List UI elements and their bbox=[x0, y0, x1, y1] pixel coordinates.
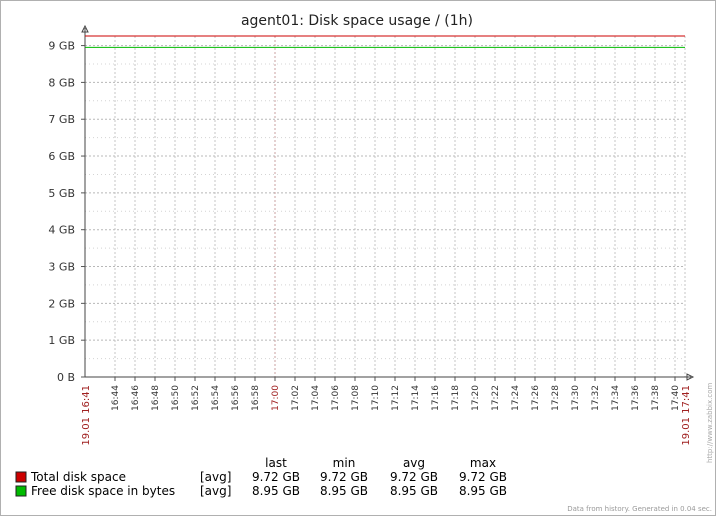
x-axis-arrow bbox=[686, 373, 695, 381]
y-tick-label: 1 GB bbox=[48, 334, 75, 347]
x-axis-ticks: 16:44 16:46 16:48 16:50 16:52 16:54 16:56 16:58… bbox=[81, 377, 692, 446]
legend-func: [avg] bbox=[200, 484, 231, 498]
x-tick-label: 16:46 bbox=[131, 385, 141, 411]
x-tick-label: 17:16 bbox=[431, 385, 441, 411]
x-tick-label: 17:20 bbox=[471, 385, 481, 411]
x-tick-label: 17:18 bbox=[451, 385, 461, 411]
x-tick-label: 16:54 bbox=[211, 385, 221, 411]
grid bbox=[85, 36, 686, 377]
x-tick-label: 16:50 bbox=[171, 385, 181, 411]
legend-value-last: 9.72 GB bbox=[252, 470, 300, 484]
x-tick-label: 17:38 bbox=[651, 385, 661, 411]
legend-swatch bbox=[15, 471, 27, 483]
legend-value-avg: 8.95 GB bbox=[390, 484, 438, 498]
legend-swatch bbox=[15, 485, 27, 497]
legend: last min avg max Total disk space [avg] 9.72 G… bbox=[15, 456, 507, 498]
x-tick-label: 17:12 bbox=[391, 385, 401, 411]
x-tick-label: 17:02 bbox=[291, 385, 301, 411]
legend-header-min: min bbox=[333, 456, 356, 470]
legend-header-avg: avg bbox=[403, 456, 425, 470]
x-tick-label: 16:56 bbox=[231, 385, 241, 411]
y-tick-label: 2 GB bbox=[48, 297, 75, 310]
x-start-label: 19.01 16:41 bbox=[81, 385, 92, 446]
x-tick-label: 17:40 bbox=[671, 385, 681, 411]
legend-value-min: 9.72 GB bbox=[320, 470, 368, 484]
x-tick-label: 17:26 bbox=[531, 385, 541, 411]
x-tick-label: 17:04 bbox=[311, 385, 321, 411]
side-note: http://www.zabbix.com bbox=[706, 383, 714, 463]
y-tick-label: 5 GB bbox=[48, 187, 75, 200]
x-tick-label: 17:08 bbox=[351, 385, 361, 411]
x-tick-label: 17:32 bbox=[591, 385, 601, 411]
y-tick-label: 8 GB bbox=[48, 76, 75, 89]
y-axis-ticks: 0 B 1 GB 2 GB 3 GB 4 GB 5 GB 6 GB 7 GB 8 GB 9 GB bbox=[48, 40, 85, 384]
x-tick-label: 17:30 bbox=[571, 385, 581, 411]
x-tick-label: 16:48 bbox=[151, 385, 161, 411]
x-tick-label: 17:36 bbox=[631, 385, 641, 411]
x-tick-label: 16:58 bbox=[251, 385, 261, 411]
legend-func: [avg] bbox=[200, 470, 231, 484]
legend-value-avg: 9.72 GB bbox=[390, 470, 438, 484]
y-tick-label: 4 GB bbox=[48, 224, 75, 237]
legend-series-name: Free disk space in bytes bbox=[31, 484, 175, 498]
y-axis-arrow bbox=[81, 24, 89, 33]
series bbox=[85, 35, 685, 48]
x-tick-label: 16:52 bbox=[191, 385, 201, 411]
y-tick-label: 6 GB bbox=[48, 150, 75, 163]
x-tick-label: 17:22 bbox=[491, 385, 501, 411]
legend-value-max: 8.95 GB bbox=[459, 484, 507, 498]
legend-value-last: 8.95 GB bbox=[252, 484, 300, 498]
legend-header-max: max bbox=[470, 456, 496, 470]
x-tick-label: 17:14 bbox=[411, 385, 421, 411]
x-tick-label: 17:28 bbox=[551, 385, 561, 411]
legend-value-min: 8.95 GB bbox=[320, 484, 368, 498]
y-tick-label: 9 GB bbox=[48, 40, 75, 53]
x-tick-label: 17:10 bbox=[371, 385, 381, 411]
x-tick-label: 17:24 bbox=[511, 385, 521, 411]
y-tick-label: 7 GB bbox=[48, 113, 75, 126]
x-tick-label: 17:34 bbox=[611, 385, 621, 411]
legend-value-max: 9.72 GB bbox=[459, 470, 507, 484]
axes bbox=[81, 24, 695, 381]
y-tick-label: 0 B bbox=[57, 371, 75, 384]
x-tick-label: 17:00 bbox=[271, 385, 281, 411]
legend-header-last: last bbox=[265, 456, 287, 470]
legend-series-name: Total disk space bbox=[30, 470, 126, 484]
y-tick-label: 3 GB bbox=[48, 261, 75, 274]
x-tick-label: 17:06 bbox=[331, 385, 341, 411]
chart-title: agent01: Disk space usage / (1h) bbox=[241, 13, 473, 29]
x-tick-label: 16:44 bbox=[111, 385, 121, 411]
x-end-label: 19.01 17:41 bbox=[681, 385, 692, 446]
footer-note: Data from history. Generated in 0.04 sec… bbox=[567, 505, 712, 513]
